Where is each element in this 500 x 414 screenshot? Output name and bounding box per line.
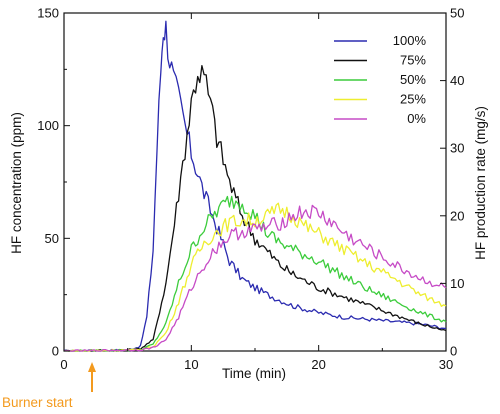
plot-area: [63, 12, 447, 352]
y-tick-label-3: 150: [37, 6, 59, 21]
legend-label-1: 75%: [400, 53, 426, 68]
series-lines: [63, 20, 447, 352]
x-tick-label-3: 30: [439, 357, 453, 372]
y2-tick-label-0: 0: [450, 344, 457, 359]
y2-tick-label-5: 50: [450, 6, 464, 21]
y-tick-label-2: 100: [37, 118, 59, 133]
y2-axis-title: HF production rate (mg/s): [473, 106, 488, 260]
legend: 100% 75% 50% 25% 0%: [334, 33, 426, 126]
series-line-1: [63, 64, 447, 352]
x-tick-label-2: 20: [311, 357, 325, 372]
series-line-0: [63, 20, 447, 352]
series-line-3: [63, 202, 447, 352]
y2-tick-label-4: 40: [450, 73, 464, 88]
series-line-4: [63, 204, 447, 352]
legend-label-0: 100%: [393, 33, 427, 48]
y-tick-label-0: 0: [52, 344, 59, 359]
burner-start-arrowhead: [88, 362, 97, 372]
x-tick-label-1: 10: [184, 357, 198, 372]
y-tick-label-1: 50: [45, 231, 59, 246]
x-tick-label-0: 0: [60, 357, 67, 372]
plot-frame: [63, 12, 447, 352]
y2-tick-label-2: 20: [450, 208, 464, 223]
burner-start-label: Burner start: [2, 395, 73, 410]
legend-label-4: 0%: [407, 111, 426, 126]
legend-label-3: 25%: [400, 92, 426, 107]
y-axis-title: HF concentration (ppm): [9, 112, 24, 254]
burner-start-annotation: Burner start: [2, 362, 97, 410]
y2-tick-label-3: 30: [450, 141, 464, 156]
y2-tick-label-1: 10: [450, 276, 464, 291]
x-axis-title: Time (min): [222, 366, 286, 381]
legend-label-2: 50%: [400, 72, 426, 87]
